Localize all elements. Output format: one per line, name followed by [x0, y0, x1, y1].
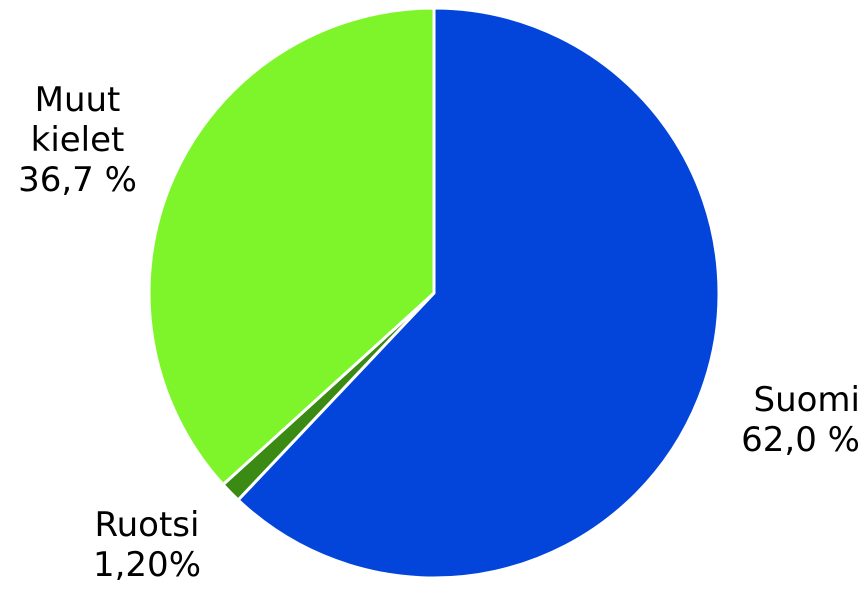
- pie-slices: [147, 6, 721, 580]
- slice-label-ruotsi: Ruotsi 1,20%: [72, 505, 222, 585]
- slice-value-ruotsi: 1,20%: [92, 545, 201, 585]
- slice-name-ruotsi: Ruotsi: [94, 505, 200, 545]
- slice-name-muut-line2: kielet: [30, 120, 125, 160]
- slice-label-suomi: Suomi 62,0 %: [720, 380, 860, 460]
- pie-slice-muut-kielet: [147, 6, 436, 487]
- pie-slice-suomi: [235, 6, 721, 580]
- slice-name-muut-line1: Muut: [34, 80, 121, 120]
- slice-value-suomi: 62,0 %: [741, 420, 860, 460]
- slice-name-suomi: Suomi: [753, 380, 861, 420]
- slice-value-muut-kielet: 36,7 %: [18, 160, 137, 200]
- slice-label-muut-kielet: Muut kielet 36,7 %: [0, 80, 155, 200]
